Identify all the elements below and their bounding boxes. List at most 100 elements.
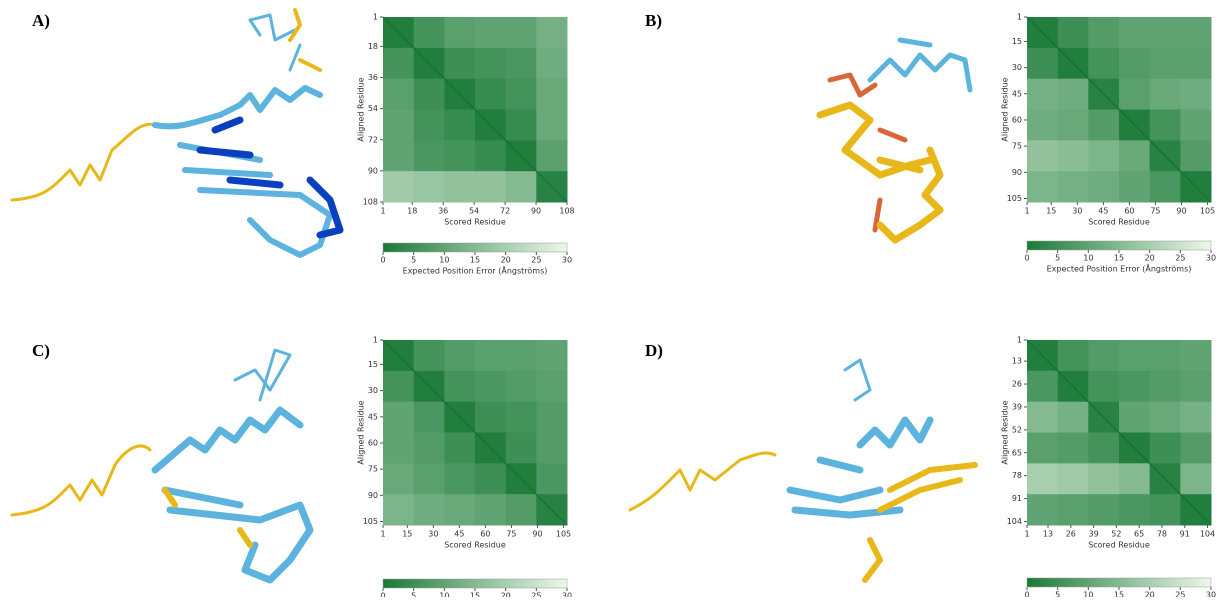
y-tick-label: 105 [1007,194,1022,203]
y-tick-label: 75 [1012,142,1022,151]
x-tick-label: 15 [1046,207,1056,216]
colorbar-tick-label: 30 [562,256,572,265]
colorbar [382,242,568,253]
x-tick-label: 54 [469,207,479,216]
x-tick-label: 39 [1088,530,1098,539]
heatmap-cell [505,17,537,49]
y-tick-label: 26 [1012,380,1022,389]
colorbar-tick-label: 30 [562,592,572,598]
heatmap-cell [1180,140,1212,172]
heatmap-cell [1057,401,1089,433]
x-tick-label: 90 [531,207,541,216]
colorbar-tick-label: 20 [1145,254,1155,263]
heatmap-cell [1088,340,1120,372]
y-axis-label: Aligned Residue [1001,400,1010,464]
colorbar [1026,577,1212,588]
heatmap-cell [475,140,507,172]
heatmap-cell [1088,17,1120,49]
heatmap-cell [1088,494,1120,526]
heatmap-cell [475,340,507,372]
heatmap-cell [1027,401,1059,433]
heatmap-cell [1119,463,1151,495]
colorbar-label: Expected Position Error (Ångströms) [1047,263,1192,274]
x-tick-label: 91 [1180,530,1190,539]
heatmap-cell [413,171,445,203]
heatmap-cell [1057,432,1089,464]
x-tick-label: 45 [454,530,464,539]
panel-label: B) [645,11,662,30]
heatmap-cell [1180,78,1212,110]
x-axis-label: Scored Residue [444,541,506,550]
colorbar-tick-label: 5 [411,256,416,265]
y-tick-label: 15 [1012,37,1022,46]
x-tick-label: 1 [1024,207,1029,216]
heatmap-cell [1119,401,1151,433]
structure-c [10,348,314,584]
heatmap-cell [475,401,507,433]
x-tick-label: 75 [1150,207,1160,216]
heatmap-cell [1088,463,1120,495]
heatmap-cell [444,47,476,80]
x-tick-label: 30 [1072,207,1082,216]
heatmap-cell [1027,494,1059,526]
heatmap-cell [383,78,415,110]
x-tick-label: 72 [500,207,510,216]
x-tick-label: 78 [1157,530,1167,539]
y-tick-label: 13 [1012,357,1022,366]
heatmap-cell [505,370,537,403]
heatmap-cell [505,47,537,80]
colorbar-tick-label: 0 [380,256,385,265]
panel-label: C) [32,341,50,360]
y-tick-label: 72 [368,135,378,144]
y-tick-label: 90 [1012,168,1022,177]
heatmap-cell [1149,494,1181,526]
heatmap-cell [1088,47,1120,80]
heatmap-cell [444,463,476,495]
heatmap-cell [1057,17,1089,49]
heatmap-cell [1149,47,1181,80]
colorbar-tick-label: 5 [1055,591,1060,598]
heatmap-cell [444,494,476,526]
heatmap-cell [536,432,568,464]
heatmap-cell [1027,78,1059,110]
y-tick-label: 36 [368,73,378,82]
heatmap-cell [383,140,415,172]
heatmap-cell [536,109,568,141]
heatmap-cell [413,432,445,464]
heatmap-cell [1057,109,1089,141]
x-tick-label: 105 [1200,207,1215,216]
y-tick-label: 1 [373,13,378,22]
heatmap-cell [536,463,568,495]
y-tick-label: 78 [1012,471,1022,480]
heatmap-cell [1149,340,1181,372]
y-tick-label: 30 [368,386,378,395]
colorbar [1026,240,1212,251]
y-tick-label: 39 [1012,402,1022,411]
colorbar-tick-label: 25 [1175,591,1185,598]
heatmap-cell [1027,171,1059,203]
heatmap-cell [1149,17,1181,49]
heatmap-cell [383,47,415,80]
y-tick-label: 45 [368,412,378,421]
heatmap-cell [444,370,476,403]
heatmap-cell [444,109,476,141]
y-tick-label: 52 [1012,425,1022,434]
panel-label: D) [645,341,663,360]
y-tick-label: 60 [368,438,378,447]
heatmap-cell [505,78,537,110]
heatmap-cell [444,432,476,464]
heatmap-cell [1149,432,1181,464]
heatmap-cell [413,78,445,110]
heatmap-cell [1149,78,1181,110]
heatmap-cell [536,17,568,49]
y-tick-label: 108 [363,198,378,207]
y-tick-label: 18 [368,42,378,51]
heatmap-cell [1180,47,1212,80]
y-axis-label: Aligned Residue [357,400,366,464]
colorbar-tick-label: 0 [1024,591,1029,598]
heatmap-cell [1180,109,1212,141]
x-tick-label: 26 [1066,530,1076,539]
diagonal [382,339,568,526]
colorbar-tick-label: 15 [470,256,480,265]
